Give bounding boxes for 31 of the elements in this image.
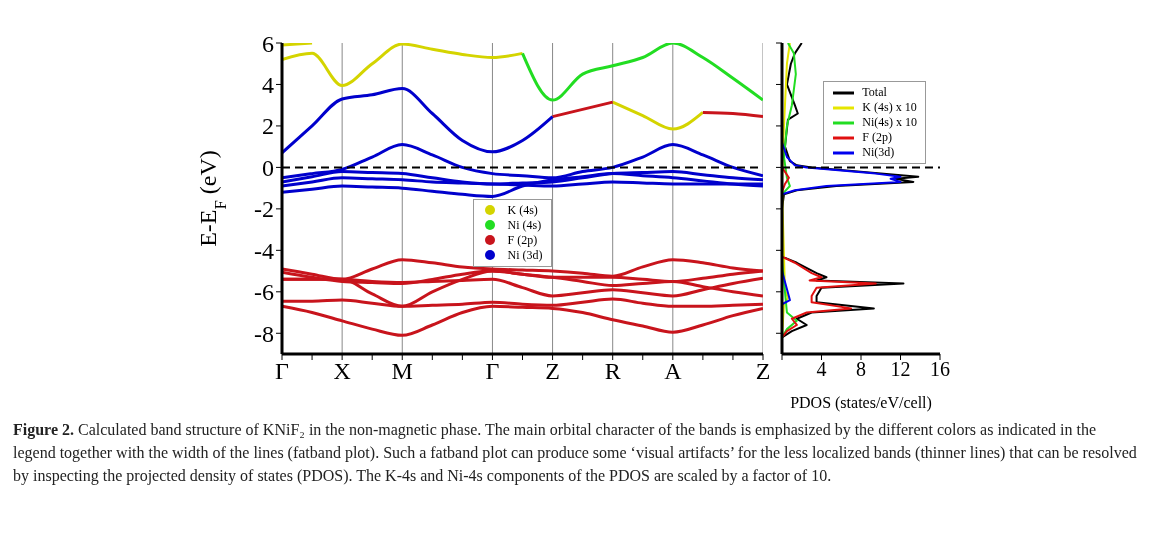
legend-label: F (2p): [507, 232, 538, 248]
legend-label: Ni (4s): [507, 217, 542, 233]
y-tick-label: 2: [262, 113, 274, 140]
x-tick-label: Z: [755, 358, 771, 385]
x-tick-label: Γ: [485, 358, 500, 385]
y-tick-label: 6: [262, 30, 274, 57]
x-tick-label: 8: [856, 358, 866, 381]
legend-label: K (4s) x 10: [862, 100, 917, 115]
legend-label: Total: [862, 85, 887, 100]
x-tick-label: X: [333, 358, 351, 385]
x-tick-label: 12: [890, 358, 911, 381]
y-tick-label: 4: [262, 71, 274, 98]
x-tick-label: 16: [930, 358, 950, 381]
y-tick-label: -6: [254, 279, 274, 306]
x-tick-label: Z: [545, 358, 560, 385]
legend-label: F (2p): [862, 130, 892, 145]
legend-label: Ni(4s) x 10: [862, 115, 917, 130]
x-tick-label: M: [391, 358, 413, 385]
caption: Figure 2. Calculated band structure of KNiF₂ in the non-magnetic phase. The main orbital character of the bands is emphasized by the different colors as indicated in the legend together with the width of the lines (fatband plot). Such a fatband plot can produce some ‘visual artifacts’ for the less localized bands (thinner lines) that can be resolved by inspecting the projected density of states (PDOS). The K-4s and Ni-4s components of the PDOS are scaled by a factor of 10.: [13, 421, 1137, 484]
y-tick-label: -4: [254, 237, 274, 264]
y-tick-label: -2: [254, 196, 274, 223]
y-tick-label: 0: [262, 154, 274, 181]
legend-label: Ni(3d): [862, 145, 895, 160]
x-tick-label: Γ: [275, 358, 290, 385]
legend-label: K (4s): [507, 202, 538, 218]
legend-label: Ni (3d): [507, 247, 543, 263]
x-axis-title: PDOS (states/eV/cell): [790, 394, 932, 412]
x-tick-label: 4: [816, 358, 827, 381]
x-tick-label: A: [664, 358, 683, 385]
x-tick-label: R: [604, 358, 621, 385]
y-tick-label: -8: [254, 320, 274, 347]
